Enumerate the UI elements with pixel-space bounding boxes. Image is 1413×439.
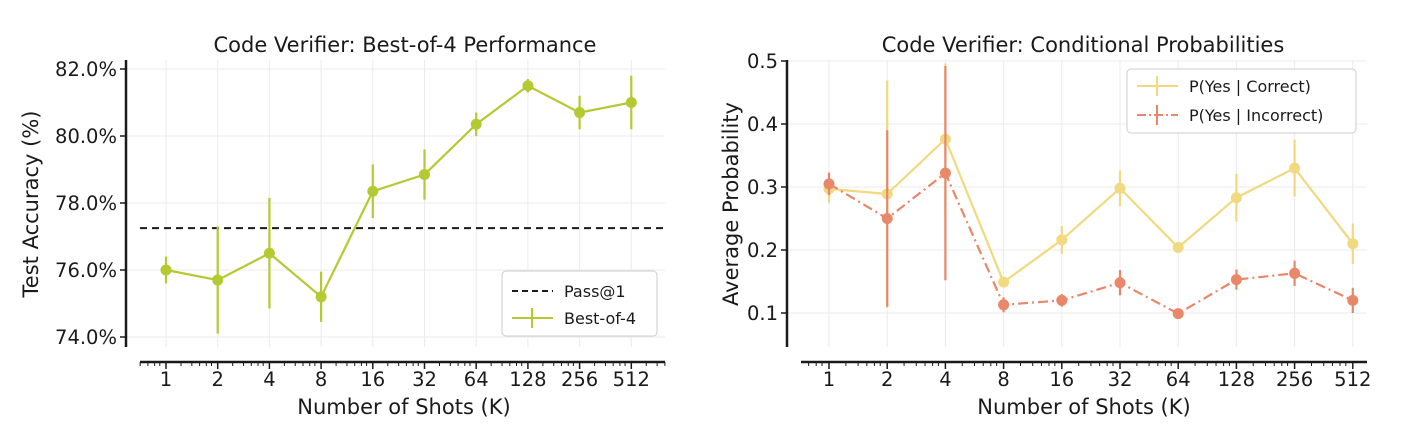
data-point: [1347, 294, 1359, 306]
x-tick-label: 16: [360, 368, 385, 391]
conditional-probabilities-chart: Code Verifier: Conditional Probabilities…: [719, 33, 1371, 419]
chart-title: Code Verifier: Best-of-4 Performance: [214, 33, 597, 57]
x-tick-label: 64: [1166, 368, 1191, 391]
x-tick-label: 2: [881, 368, 893, 391]
data-point: [881, 213, 893, 224]
x-tick-label: 8: [315, 368, 327, 391]
x-tick-label: 2: [211, 368, 223, 391]
chart-title: Code Verifier: Conditional Probabilities: [882, 33, 1285, 57]
x-tick-label: 512: [1334, 368, 1371, 391]
data-point: [315, 291, 327, 303]
x-tick-label: 512: [613, 368, 650, 391]
legend-box: [501, 270, 658, 337]
x-tick-label: 32: [412, 368, 437, 391]
data-point: [574, 107, 586, 119]
legend: P(Yes | Correct) P(Yes | Incorrect): [1126, 68, 1357, 134]
x-ticks: 1 2 4 8 16 32 64 128 256 512: [808, 362, 1371, 391]
series-line: [828, 171, 1354, 315]
x-tick-label: 1: [160, 368, 172, 391]
data-point: [419, 169, 430, 181]
y-tick-label: 0.1: [747, 302, 778, 325]
data-point: [367, 185, 379, 197]
x-tick-label: 4: [939, 368, 951, 391]
data-point: [1289, 162, 1301, 174]
x-axis-label: Number of Shots (K): [297, 395, 510, 419]
x-tick-label: 64: [464, 368, 489, 391]
x-tick-label: 256: [561, 368, 598, 391]
best-of-4-chart: Code Verifier: Best-of-4 Performance 74.…: [19, 33, 666, 419]
data-point: [998, 299, 1010, 311]
legend-label: P(Yes | Correct): [1189, 77, 1311, 96]
data-point: [998, 276, 1010, 288]
data-point: [1230, 192, 1242, 204]
legend-item-best-of-4: Best-of-4: [512, 308, 636, 328]
data-point: [1172, 308, 1184, 320]
x-tick-label: 32: [1108, 368, 1133, 391]
data-point: [625, 97, 637, 108]
y-tick-label: 0.2: [747, 239, 778, 262]
series-group: [823, 63, 1359, 320]
legend-label: Best-of-4: [564, 309, 636, 328]
y-ticks: 0.1 0.2 0.3 0.4 0.5: [747, 50, 787, 325]
x-tick-label: 16: [1049, 368, 1074, 391]
series-group: [160, 75, 637, 334]
data-point: [1347, 238, 1359, 250]
legend-item-yes-correct: P(Yes | Correct): [1137, 76, 1311, 96]
legend: Pass@1 Best-of-4: [501, 270, 658, 337]
y-tick-label: 82.0%: [55, 58, 117, 81]
data-point: [160, 264, 172, 276]
data-point: [939, 167, 951, 179]
y-tick-label: 0.5: [747, 50, 778, 73]
y-axis-label: Test Accuracy (%): [19, 111, 43, 299]
y-tick-label: 76.0%: [55, 259, 117, 282]
y-axis-label: Average Probability: [719, 102, 743, 306]
data-point: [263, 247, 275, 259]
y-tick-label: 74.0%: [55, 326, 117, 349]
data-point: [522, 80, 534, 92]
data-point: [1056, 294, 1068, 306]
x-tick-label: 256: [1276, 368, 1313, 391]
y-tick-label: 80.0%: [55, 125, 117, 148]
legend-label: P(Yes | Incorrect): [1189, 106, 1323, 125]
series-line: [165, 84, 632, 299]
y-tick-label: 0.3: [747, 176, 778, 199]
x-tick-label: 4: [263, 368, 275, 391]
legend-item-yes-incorrect: P(Yes | Incorrect): [1137, 105, 1323, 125]
legend-label: Pass@1: [564, 282, 626, 301]
legend-box: [1126, 68, 1357, 134]
x-tick-label: 128: [1218, 368, 1255, 391]
x-axis-label: Number of Shots (K): [977, 395, 1190, 419]
y-tick-label: 78.0%: [55, 192, 117, 215]
data-point: [212, 274, 224, 286]
data-point: [823, 178, 835, 190]
y-tick-label: 0.4: [747, 113, 778, 136]
data-point: [1172, 241, 1184, 253]
legend-item-pass-at-1: Pass@1: [512, 282, 626, 301]
data-point: [1056, 234, 1068, 246]
data-point: [1289, 267, 1301, 279]
data-point: [470, 118, 482, 130]
data-point: [1230, 274, 1242, 286]
series-line: [828, 137, 1354, 284]
y-ticks: 74.0% 76.0% 78.0% 80.0% 82.0%: [55, 58, 126, 349]
x-tick-label: 8: [997, 368, 1009, 391]
data-point: [1114, 182, 1126, 194]
x-tick-label: 1: [823, 368, 835, 391]
x-tick-label: 128: [509, 368, 546, 391]
data-point: [1114, 277, 1126, 289]
x-ticks: 1 2 4 8 16 32 64 128 256 512: [139, 362, 666, 391]
